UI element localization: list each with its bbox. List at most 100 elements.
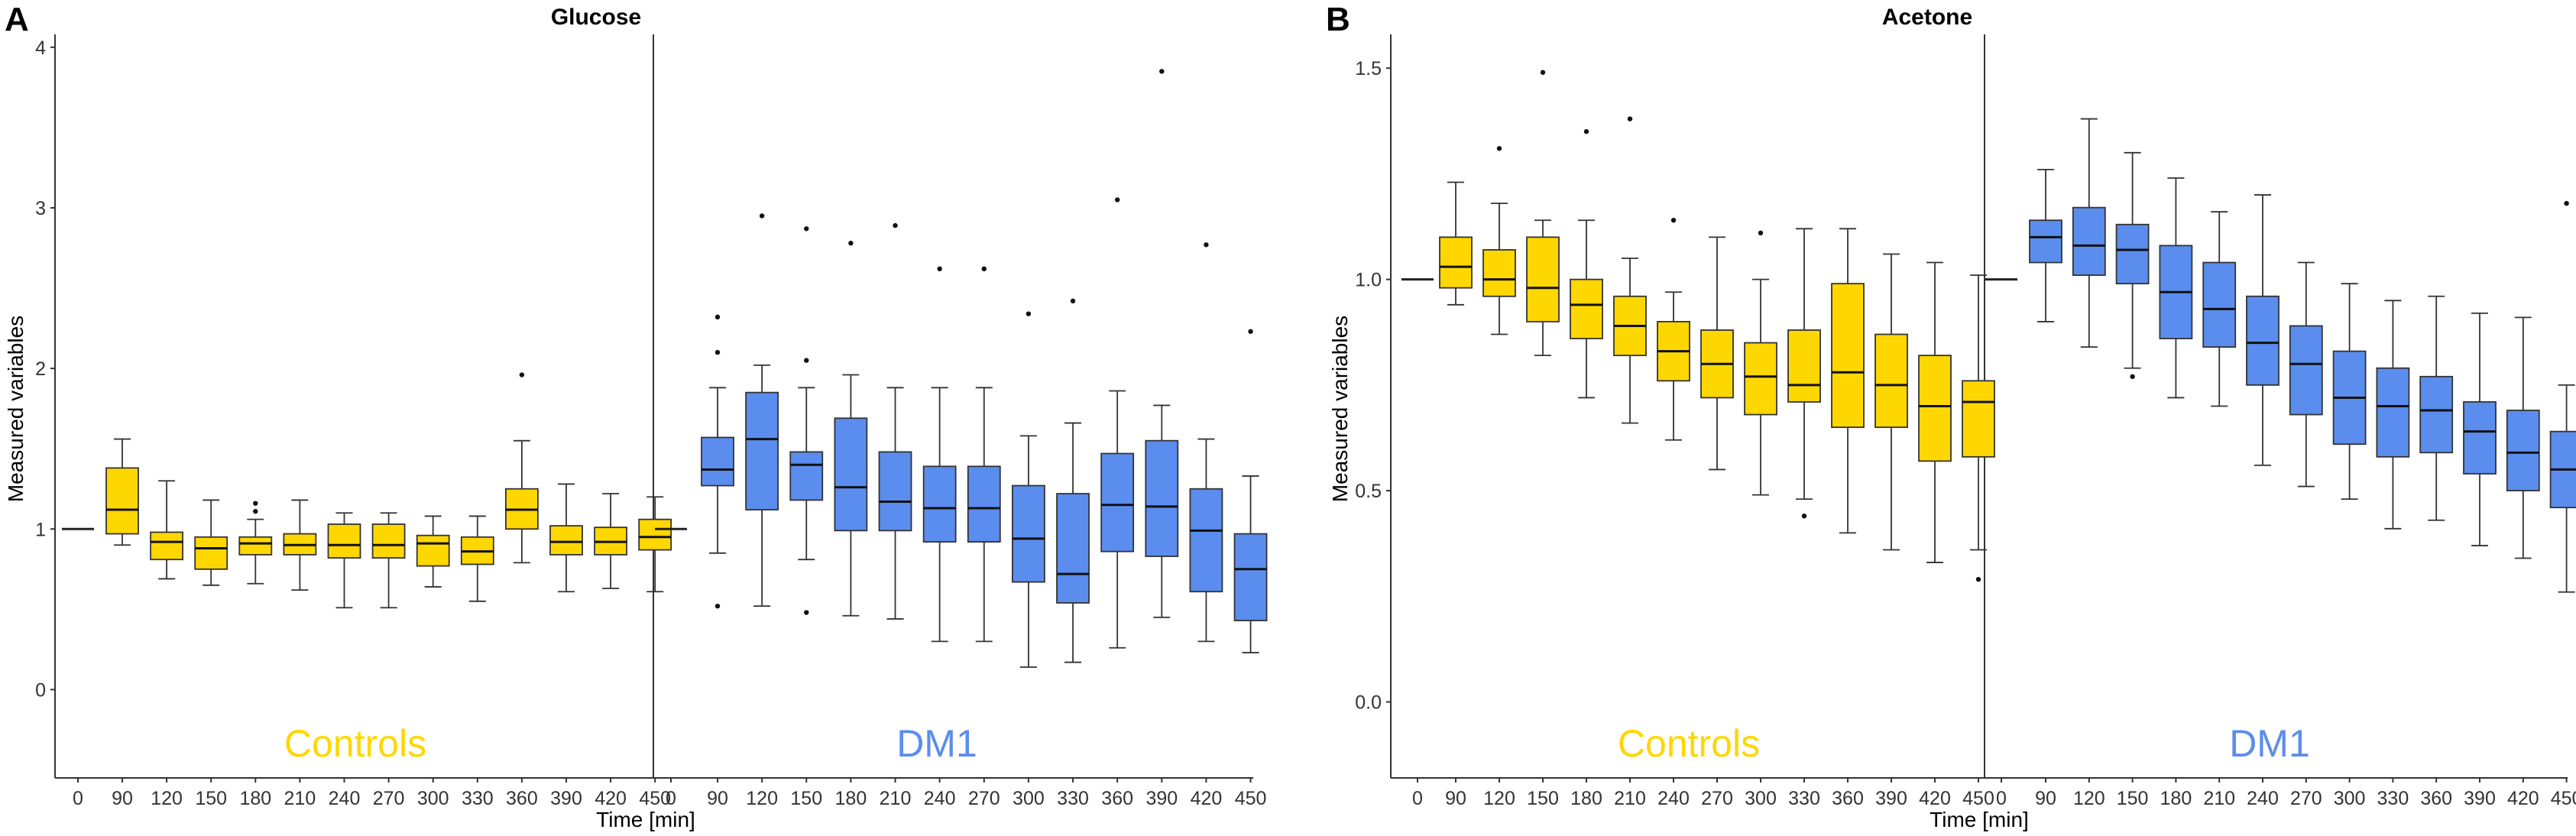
box — [416, 534, 450, 567]
box — [1526, 236, 1560, 322]
x-tick-label: 210 — [1614, 788, 1646, 809]
y-tick-label: 2 — [35, 358, 46, 380]
x-tick-label: 270 — [1701, 788, 1733, 809]
outlier-point — [714, 349, 721, 355]
x-tick-label: 0 — [73, 788, 83, 809]
outlier-point — [1540, 70, 1546, 75]
box — [549, 525, 583, 556]
x-tick-label: 0 — [1412, 788, 1423, 809]
box — [2072, 206, 2106, 277]
outlier-point — [2564, 200, 2569, 206]
x-tick-label: 90 — [1445, 788, 1466, 809]
x-tick-label: 300 — [2334, 788, 2366, 809]
box — [105, 467, 139, 535]
box — [922, 465, 957, 543]
x-tick-label: 0 — [666, 788, 676, 809]
outlier-point — [1114, 197, 1120, 203]
y-tick-label: 3 — [35, 198, 46, 219]
x-tick-label: 240 — [2247, 788, 2279, 809]
box — [150, 531, 184, 561]
box — [1962, 380, 1995, 458]
y-tick-label: 0.5 — [1355, 481, 1382, 502]
panel-b-controls-label: Controls — [1618, 722, 1760, 765]
box — [967, 465, 1001, 543]
panel-a-y-axis-title: Measured variables — [4, 316, 28, 502]
outlier-point — [714, 314, 721, 320]
box — [1787, 329, 1821, 403]
x-tick-label: 120 — [746, 788, 778, 809]
x-tick-label: 360 — [2420, 788, 2452, 809]
outlier-point — [1026, 311, 1032, 316]
panel-a-dm1-label: DM1 — [896, 722, 977, 765]
x-tick-label: 240 — [1657, 788, 1690, 809]
x-tick-label: 360 — [1101, 788, 1133, 809]
x-tick-label: 420 — [1191, 788, 1223, 809]
box — [1874, 333, 1908, 429]
x-tick-label: 390 — [1875, 788, 1907, 809]
panel-a: A Glucose Time [min] Measured variables … — [4, 1, 1268, 831]
box — [1744, 342, 1777, 416]
x-tick-label: 450 — [639, 788, 671, 809]
outlier-point — [981, 266, 987, 272]
x-tick-label: 90 — [2035, 788, 2056, 809]
outlier-point — [1670, 218, 1677, 223]
box — [2419, 375, 2454, 454]
box — [2506, 410, 2540, 491]
box — [745, 391, 779, 510]
box — [327, 523, 361, 559]
panel-b-x-axis-title: Time [min] — [1930, 808, 2029, 831]
x-tick-label: 90 — [707, 788, 728, 809]
outlier-point — [804, 358, 809, 363]
box — [1918, 355, 1952, 462]
box — [1570, 278, 1603, 339]
outlier-point — [1801, 514, 1807, 519]
x-tick-label: 0 — [1996, 788, 2007, 809]
box — [2202, 261, 2237, 348]
y-tick-label: 1.5 — [1355, 58, 1382, 79]
outlier-point — [804, 226, 809, 232]
box — [1189, 488, 1223, 593]
x-tick-label: 270 — [968, 788, 1000, 809]
outlier-point — [804, 610, 809, 615]
box — [1012, 484, 1045, 583]
x-tick-label: 420 — [595, 788, 627, 809]
y-tick-label: 1.0 — [1355, 270, 1382, 291]
x-tick-label: 330 — [462, 788, 494, 809]
x-tick-label: 240 — [924, 788, 956, 809]
box — [1831, 283, 1865, 429]
x-tick-label: 330 — [1788, 788, 1820, 809]
outlier-point — [1627, 116, 1633, 122]
box — [2463, 401, 2497, 475]
box — [1145, 439, 1179, 557]
panel-a-controls-label: Controls — [284, 722, 426, 765]
panel-a-letter: A — [5, 1, 29, 38]
box — [194, 536, 228, 570]
outlier-point — [1248, 329, 1253, 334]
x-tick-label: 360 — [1832, 788, 1864, 809]
x-tick-label: 360 — [506, 788, 538, 809]
box — [2246, 295, 2280, 386]
box — [2289, 325, 2323, 416]
outlier-point — [1204, 242, 1209, 248]
x-tick-label: 210 — [2203, 788, 2235, 809]
x-tick-label: 90 — [112, 788, 133, 809]
outlier-point — [2130, 374, 2135, 380]
box — [238, 536, 273, 556]
box — [371, 523, 406, 559]
panel-b-plot: 0.0 0.5 1.0 1.5 0 90 120 150 180 210 240 270 300 330 3… — [1355, 34, 2576, 809]
y-tick-label: 0.0 — [1355, 692, 1382, 713]
outlier-point — [893, 222, 898, 228]
outlier-point — [1975, 576, 1981, 582]
x-tick-label: 420 — [1919, 788, 1951, 809]
x-tick-label: 180 — [1570, 788, 1602, 809]
x-tick-label: 210 — [880, 788, 912, 809]
panel-a-x-axis-title: Time [min] — [596, 808, 695, 831]
x-tick-label: 270 — [2290, 788, 2322, 809]
outlier-point — [1496, 146, 1502, 151]
box — [834, 417, 868, 532]
outlier-point — [1070, 298, 1076, 304]
panel-a-plot: 0 1 2 3 4 0 90 120 150 180 210 240 270 300 330 360 390 42… — [35, 34, 1268, 809]
outlier-point — [1583, 128, 1589, 134]
outlier-point — [253, 508, 258, 514]
x-tick-label: 390 — [1145, 788, 1178, 809]
